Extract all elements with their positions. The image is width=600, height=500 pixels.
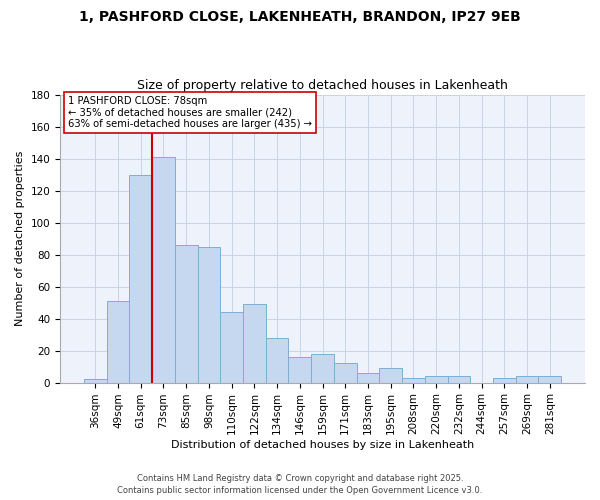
Text: 1, PASHFORD CLOSE, LAKENHEATH, BRANDON, IP27 9EB: 1, PASHFORD CLOSE, LAKENHEATH, BRANDON, … (79, 10, 521, 24)
Title: Size of property relative to detached houses in Lakenheath: Size of property relative to detached ho… (137, 79, 508, 92)
Bar (402, 378, 425, 382)
Text: Contains HM Land Registry data © Crown copyright and database right 2025.
Contai: Contains HM Land Registry data © Crown c… (118, 474, 482, 495)
Bar (243, 304, 266, 382)
Bar (448, 376, 470, 382)
Bar (379, 368, 402, 382)
Bar (107, 301, 130, 382)
Bar (334, 364, 356, 382)
X-axis label: Distribution of detached houses by size in Lakenheath: Distribution of detached houses by size … (171, 440, 474, 450)
Bar (311, 354, 334, 382)
Y-axis label: Number of detached properties: Number of detached properties (15, 151, 25, 326)
Bar (515, 376, 538, 382)
Bar (152, 157, 175, 382)
Text: 1 PASHFORD CLOSE: 78sqm
← 35% of detached houses are smaller (242)
63% of semi-d: 1 PASHFORD CLOSE: 78sqm ← 35% of detache… (68, 96, 312, 129)
Bar (130, 174, 152, 382)
Bar (289, 357, 311, 382)
Bar (175, 245, 197, 382)
Bar (356, 373, 379, 382)
Bar (425, 376, 448, 382)
Bar (538, 376, 561, 382)
Bar (197, 246, 220, 382)
Bar (84, 380, 107, 382)
Bar (493, 378, 515, 382)
Bar (220, 312, 243, 382)
Bar (266, 338, 289, 382)
